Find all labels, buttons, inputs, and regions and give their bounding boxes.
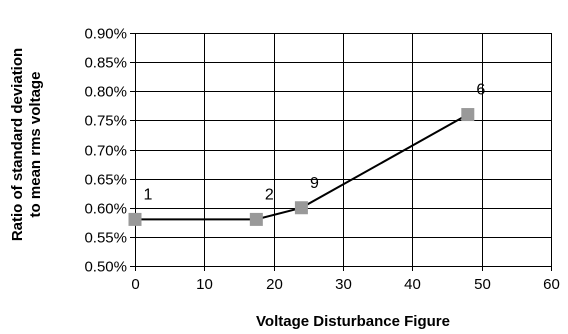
data-point-marker (294, 201, 308, 215)
x-tick-label: 10 (196, 276, 213, 293)
y-tick-label: 0.60% (84, 201, 127, 218)
y-tick-label: 0.65% (84, 172, 127, 189)
y-tick-label: 0.50% (84, 259, 127, 276)
x-axis-title: Voltage Disturbance Figure (256, 313, 450, 330)
y-axis-title: Ratio of standard deviationto mean rms v… (9, 48, 44, 241)
data-point-marker (461, 108, 475, 122)
x-tick-label: 60 (543, 276, 560, 293)
grid (135, 33, 552, 267)
data-point-label: 2 (265, 186, 274, 203)
x-tick-label: 50 (474, 276, 491, 293)
data-point-marker (128, 212, 142, 226)
x-tick-label: 40 (404, 276, 421, 293)
axes (130, 33, 552, 271)
y-tick-label: 0.90% (84, 26, 127, 43)
y-axis-title-line: Ratio of standard deviation (9, 48, 26, 241)
y-tick-label: 0.75% (84, 113, 127, 130)
x-tick-label: 20 (266, 276, 283, 293)
y-tick-label: 0.80% (84, 84, 127, 101)
y-tick-label: 0.85% (84, 55, 127, 72)
series-line (135, 113, 469, 221)
data-point-label: 1 (144, 186, 153, 203)
plot-border (135, 33, 552, 267)
y-tick-label: 0.70% (84, 143, 127, 160)
y-tick-label: 0.55% (84, 230, 127, 247)
series (128, 108, 475, 226)
data-point-marker (249, 212, 263, 226)
labels: 0.50% 0.55% 0.60% 0.65% 0.70% 0.75% 0.80% 0.85%… (84, 26, 559, 294)
data-point-label: 6 (476, 82, 485, 99)
y-axis-title-line: to mean rms voltage (27, 72, 44, 218)
x-tick-label: 0 (131, 276, 139, 293)
x-tick-label: 30 (335, 276, 352, 293)
data-point-label: 9 (310, 175, 319, 192)
